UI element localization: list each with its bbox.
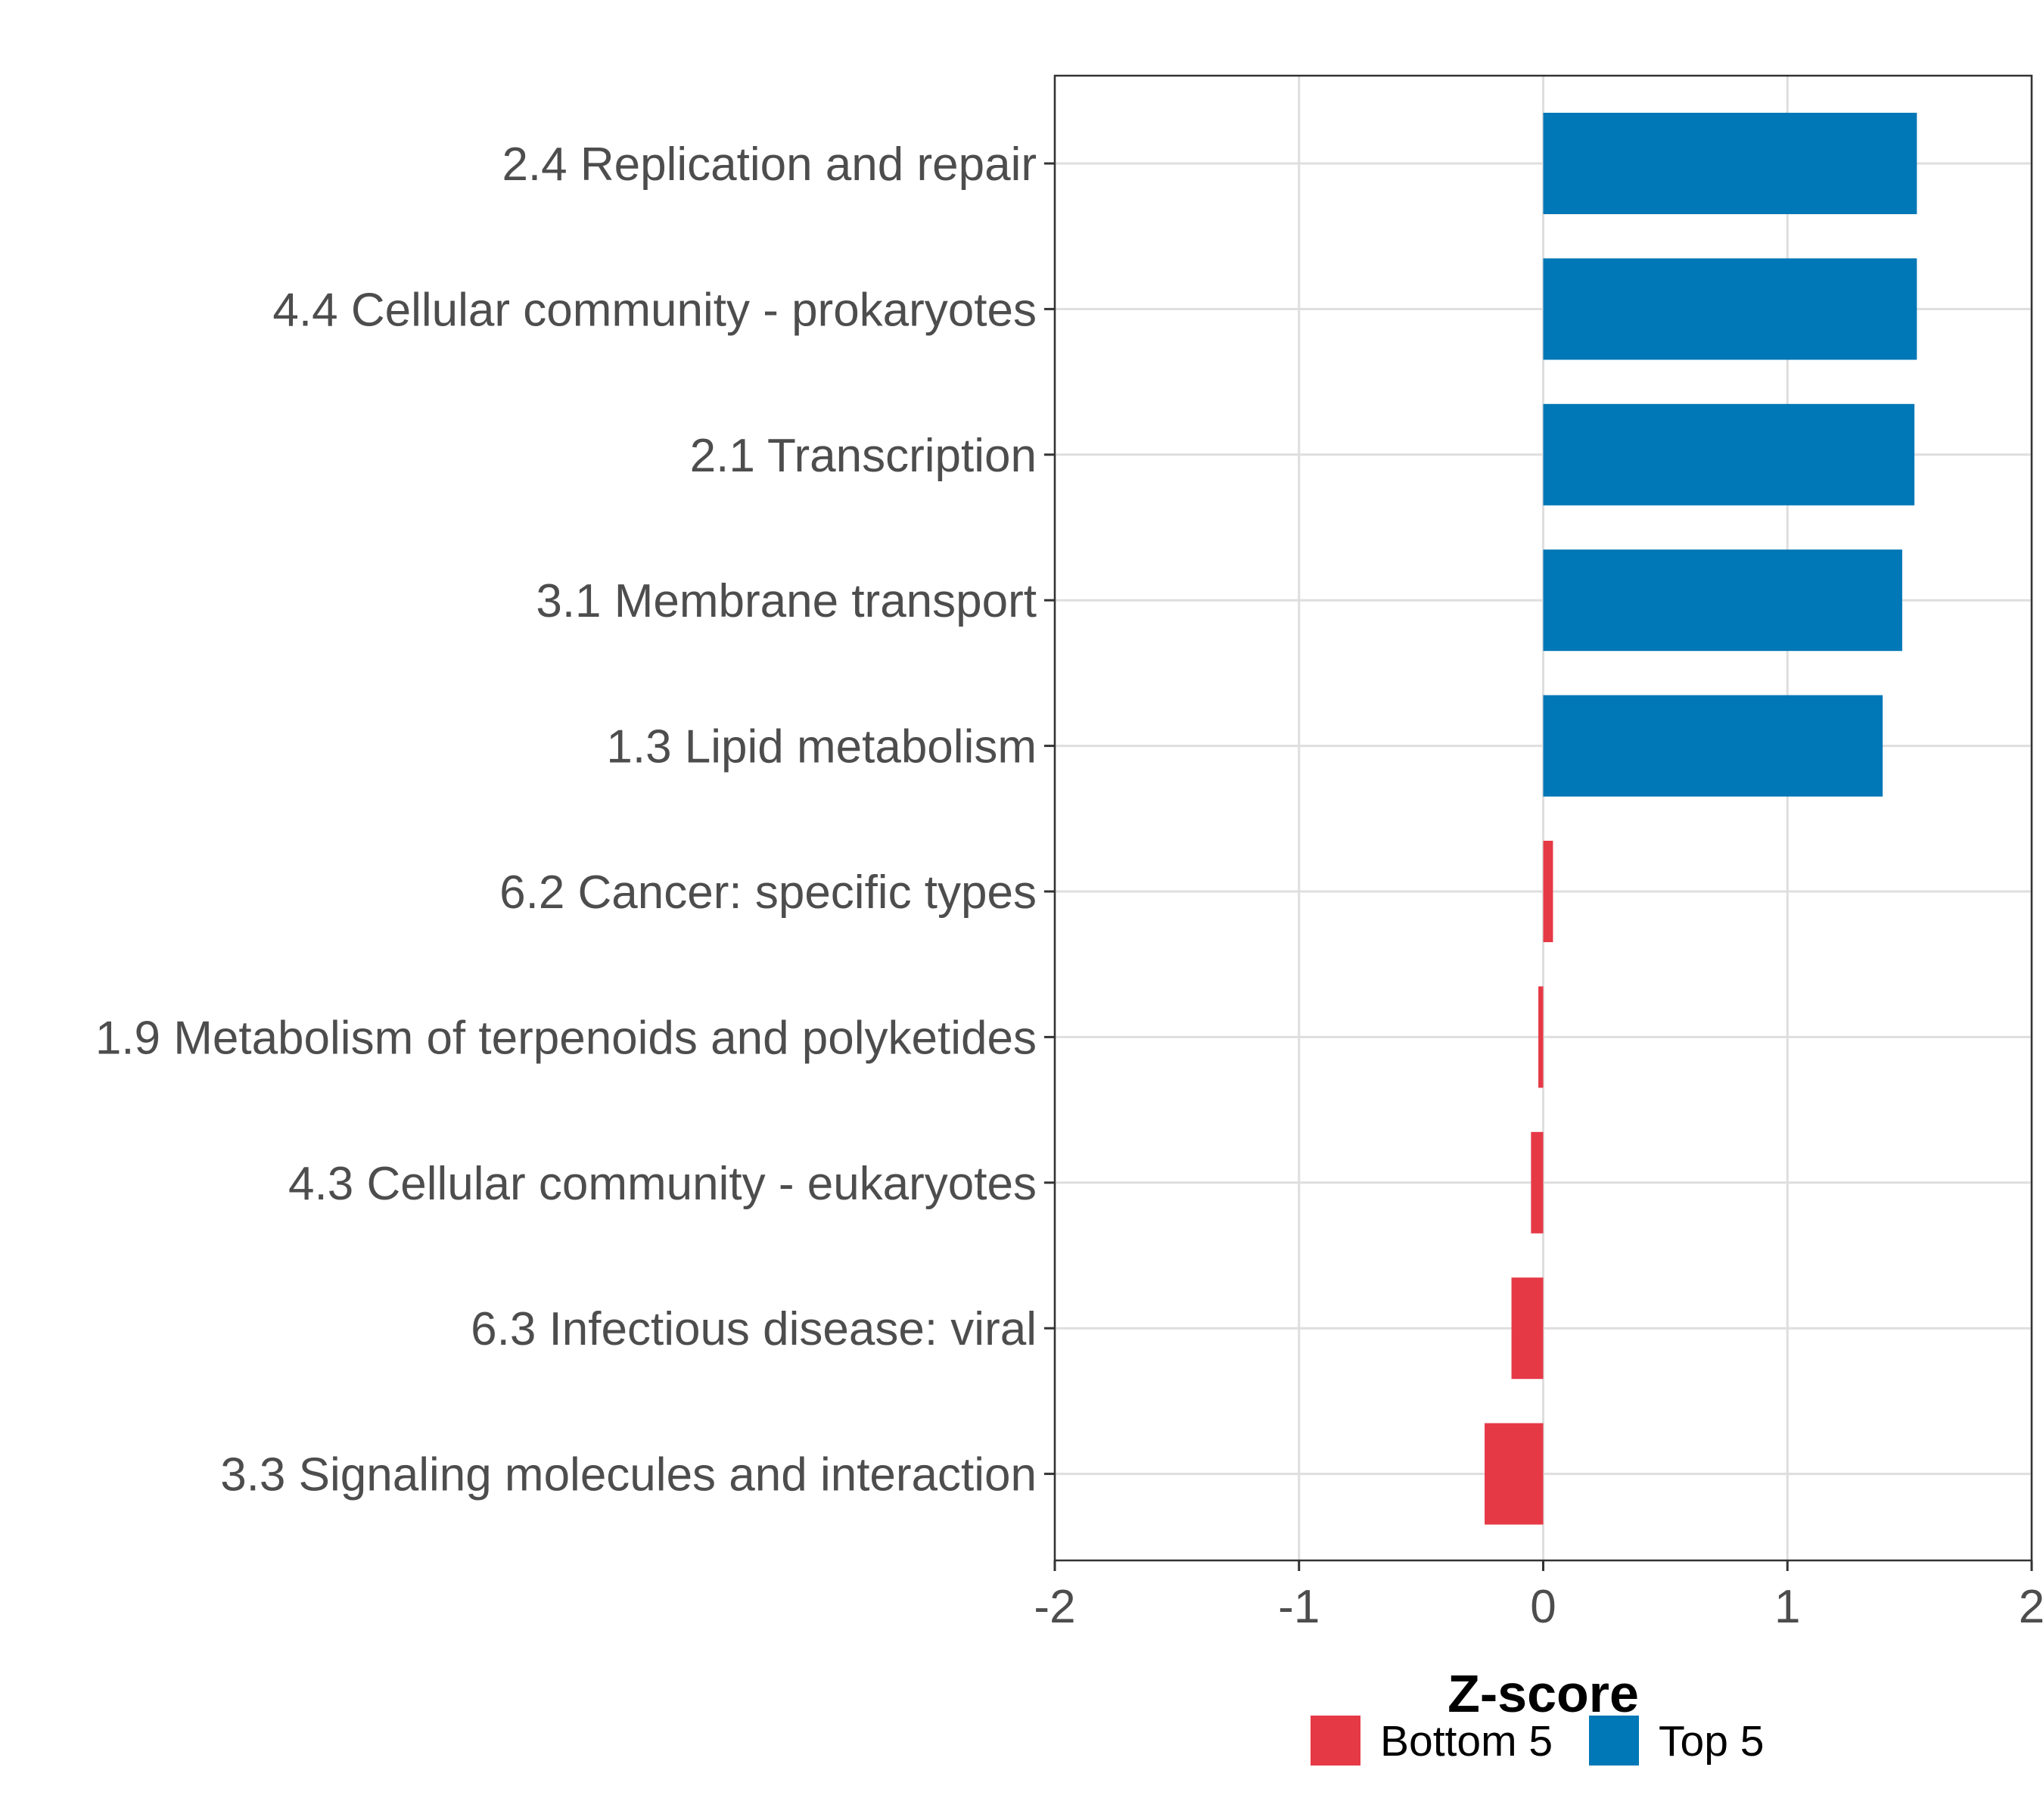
category-label: 2.1 Transcription [690,430,1037,482]
x-tick-label: -1 [1278,1581,1320,1633]
bar [1511,1277,1544,1380]
legend-label: Top 5 [1659,1717,1764,1766]
bar [1543,841,1553,942]
category-label: 2.4 Replication and repair [502,138,1037,191]
bar [1485,1423,1544,1525]
x-tick-label: -2 [1034,1581,1075,1633]
legend: Bottom 5 Top 5 [1311,1716,1764,1766]
bar [1543,113,1917,214]
category-label: 3.1 Membrane transport [536,575,1037,627]
x-axis-title: Z-score [1448,1664,1639,1723]
category-label: 1.9 Metabolism of terpenoids and polyket… [95,1012,1037,1064]
category-label: 4.3 Cellular community - eukaryotes [288,1158,1037,1210]
x-axis: -2 -1 0 1 2 [1034,1560,2043,1633]
x-tick-label: 1 [1774,1581,1800,1633]
category-label: 6.3 Infectious disease: viral [471,1303,1037,1355]
bar [1543,695,1883,797]
legend-key [1589,1716,1639,1766]
bar-layer [1485,113,1917,1525]
x-tick-label: 0 [1530,1581,1556,1633]
legend-key [1311,1716,1360,1766]
bar [1543,403,1915,506]
x-tick-label: 2 [2019,1581,2043,1633]
y-axis: 2.4 Replication and repair 4.4 Cellular c… [95,138,1055,1501]
bar [1531,1131,1544,1234]
category-label: 4.4 Cellular community - prokaryotes [272,284,1037,336]
category-label: 1.3 Lipid metabolism [606,721,1037,773]
bar [1543,549,1902,652]
category-label: 6.2 Cancer: specific types [499,866,1037,919]
bar [1538,986,1544,1088]
category-label: 3.3 Signaling molecules and interaction [220,1449,1037,1501]
legend-label: Bottom 5 [1380,1717,1553,1766]
bar [1543,258,1917,360]
